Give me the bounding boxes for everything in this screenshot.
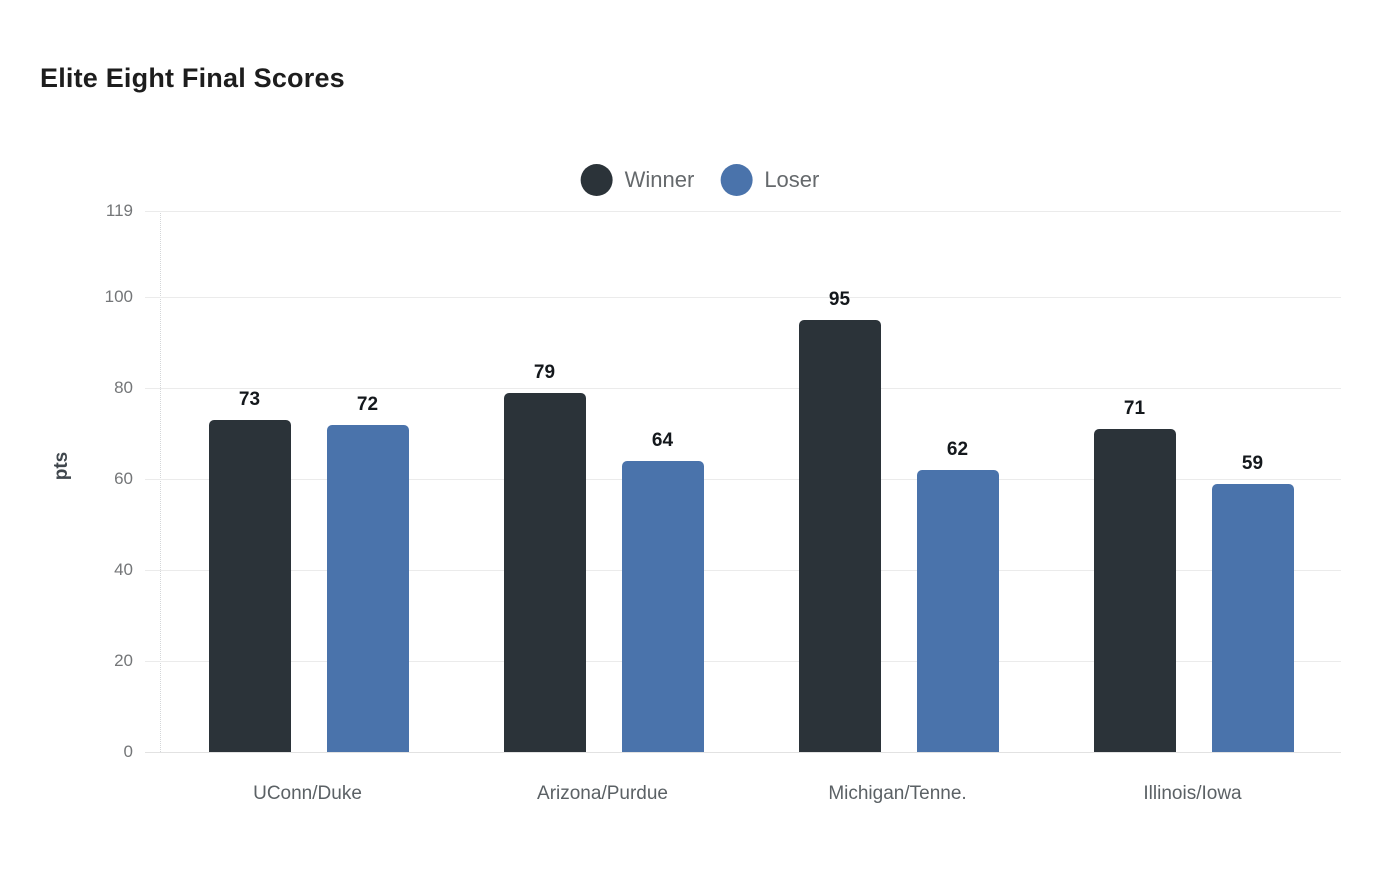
bar-loser-2 <box>916 470 999 752</box>
legend-item-loser[interactable]: Loser <box>720 164 819 196</box>
value-label-loser-2: 62 <box>946 439 969 461</box>
y-tick-label-100: 100 <box>104 287 133 307</box>
grid-line-20 <box>145 661 1341 663</box>
bar-loser-1 <box>621 461 704 752</box>
y-tick-label-40: 40 <box>114 560 133 580</box>
bar-winner-2 <box>798 320 881 752</box>
value-label-winner-0: 73 <box>238 389 261 411</box>
grid-line-100 <box>145 297 1341 299</box>
bar-winner-1 <box>503 392 586 752</box>
grid-line-60 <box>145 479 1341 481</box>
value-label-loser-1: 64 <box>651 430 674 451</box>
bar-winner-0 <box>208 420 291 752</box>
x-tick-label-3: Illinois/Iowa <box>1143 783 1242 804</box>
y-tick-label-0: 0 <box>123 742 133 761</box>
grid-line-40 <box>145 570 1341 572</box>
bar-loser-0 <box>326 424 409 752</box>
grid-line-119 <box>145 211 1341 212</box>
x-tick-label-0: UConn/Duke <box>253 783 362 804</box>
legend-swatch-loser-icon <box>720 164 753 196</box>
legend: Winner Loser <box>580 164 819 196</box>
grid-line-0 <box>145 752 1341 753</box>
plot-area: 73 72 79 64 95 62 71 59 <box>145 211 1341 753</box>
legend-swatch-winner-icon <box>580 164 613 196</box>
legend-label-loser: Loser <box>764 167 820 192</box>
grid-line-80 <box>145 388 1341 390</box>
value-label-winner-3: 71 <box>1123 398 1146 420</box>
x-tick-label-2: Michigan/Tenne. <box>828 783 967 804</box>
x-tick-label-1: Arizona/Purdue <box>537 783 668 804</box>
y-tick-label-20: 20 <box>114 651 133 671</box>
chart-title: Elite Eight Final Scores <box>40 63 345 93</box>
legend-item-winner[interactable]: Winner <box>580 164 695 196</box>
value-label-loser-3: 59 <box>1241 452 1264 474</box>
value-label-winner-1: 79 <box>533 361 556 383</box>
y-tick-label-119: 119 <box>105 201 133 220</box>
y-tick-label-80: 80 <box>114 378 133 398</box>
value-label-winner-2: 95 <box>828 289 851 311</box>
bar-winner-3 <box>1093 429 1176 752</box>
y-tick-label-60: 60 <box>114 469 133 489</box>
value-label-loser-0: 72 <box>356 393 379 415</box>
bar-loser-3 <box>1211 483 1294 752</box>
legend-label-winner: Winner <box>624 167 695 192</box>
